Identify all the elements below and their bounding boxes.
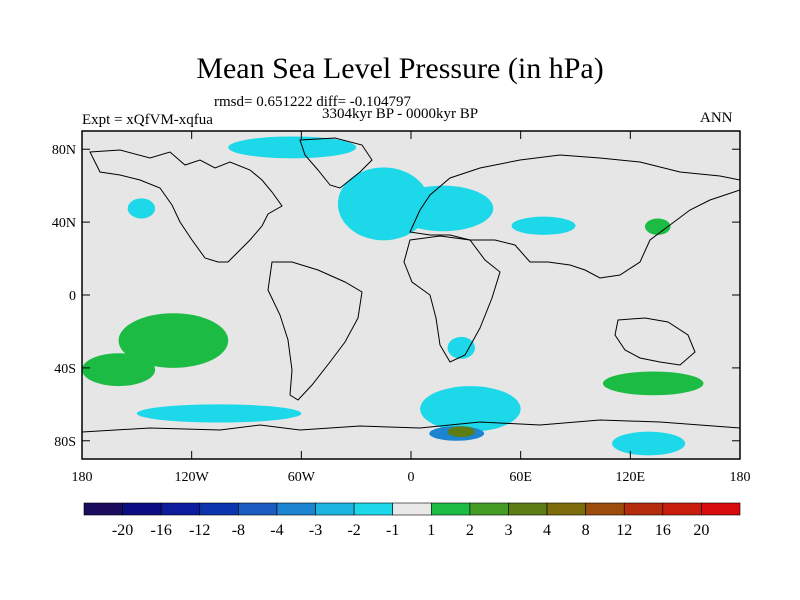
x-tick-label: 180 xyxy=(730,470,751,485)
colorbar-label: -2 xyxy=(347,522,360,539)
experiment-label: Expt = xQfVM-xqfua xyxy=(82,112,213,128)
x-axis-ticks: 180 120W 60W 0 60E 120E 180 xyxy=(72,131,751,485)
colorbar-label: 2 xyxy=(466,522,474,539)
region-east-antarctica-low xyxy=(612,431,686,456)
y-tick-label: 0 xyxy=(69,289,76,304)
colorbar-swatch xyxy=(83,502,123,516)
colorbar-swatch xyxy=(662,502,702,516)
colorbar-label: -1 xyxy=(386,522,399,539)
colorbar-label: 1 xyxy=(427,522,435,539)
season-label: ANN xyxy=(700,110,733,126)
coast-africa xyxy=(403,235,501,363)
anomaly-regions xyxy=(82,136,704,456)
region-japan-high xyxy=(644,218,671,235)
colorbar-swatch xyxy=(315,502,355,516)
coast-antarctica xyxy=(82,419,740,433)
colorbar-label: 20 xyxy=(693,522,709,539)
y-tick-label: 80N xyxy=(52,143,76,158)
colorbar-label: -16 xyxy=(151,522,172,539)
region-south-africa-low xyxy=(447,336,475,359)
colorbar-swatch xyxy=(122,502,162,516)
colorbar: -20 -16 -12 -8 -4 -3 -2 -1 1 2 3 4 8 12 16 20 xyxy=(83,502,741,539)
colorbar-label: -3 xyxy=(309,522,322,539)
colorbar-swatch xyxy=(353,502,394,516)
coast-australia xyxy=(614,317,696,366)
region-europe-low xyxy=(392,185,494,232)
coast-eurasia xyxy=(409,154,740,279)
y-tick-label: 80S xyxy=(54,435,76,450)
colorbar-swatch xyxy=(546,502,586,516)
x-tick-label: 60W xyxy=(288,470,316,485)
x-tick-label: 0 xyxy=(408,470,415,485)
colorbar-swatch xyxy=(623,502,664,516)
colorbar-label: 3 xyxy=(504,522,512,539)
region-southeast-pacific-high xyxy=(82,353,156,387)
x-tick-label: 180 xyxy=(72,470,93,485)
region-south-pacific-high xyxy=(118,313,229,368)
region-north-pacific-low xyxy=(127,198,156,219)
colorbar-swatch xyxy=(508,502,548,516)
colorbar-swatch xyxy=(469,502,509,516)
colorbar-label: 8 xyxy=(582,522,590,539)
region-australia-south-high xyxy=(602,371,704,396)
colorbar-swatch xyxy=(392,502,432,516)
colorbar-swatch xyxy=(276,502,316,516)
y-tick-label: 40N xyxy=(52,216,76,231)
colorbar-label: -20 xyxy=(112,522,133,539)
colorbar-label: 12 xyxy=(616,522,632,539)
colorbar-label: -12 xyxy=(189,522,210,539)
region-antarctic-coast-high xyxy=(447,426,475,438)
coast-greenland xyxy=(299,137,373,189)
region-southern-ocean-low-pacific xyxy=(136,404,302,423)
x-tick-label: 120E xyxy=(616,470,646,485)
y-tick-label: 40S xyxy=(54,362,76,377)
coast-north-america xyxy=(89,149,283,263)
y-axis-ticks: 80N 40N 0 40S 80S xyxy=(52,143,740,450)
region-central-asia-low xyxy=(511,216,576,235)
colorbar-swatch xyxy=(238,502,278,516)
region-southern-ocean-low-atlantic xyxy=(420,386,521,432)
coastlines xyxy=(82,137,740,433)
chart-subtitle: rmsd= 0.651222 diff= -0.104797 xyxy=(214,94,412,110)
colorbar-label: 16 xyxy=(655,522,671,539)
coast-south-america xyxy=(267,261,363,401)
chart-title: Mean Sea Level Pressure (in hPa) xyxy=(196,52,604,85)
x-tick-label: 60E xyxy=(509,470,532,485)
colorbar-label: 4 xyxy=(543,522,551,539)
colorbar-label: -8 xyxy=(232,522,245,539)
chart-period: 3304kyr BP - 0000kyr BP xyxy=(322,106,479,122)
colorbar-swatch xyxy=(701,502,741,516)
colorbar-swatch xyxy=(430,502,471,516)
colorbar-swatch xyxy=(160,502,201,516)
x-tick-label: 120W xyxy=(175,470,210,485)
colorbar-swatch xyxy=(199,502,239,516)
colorbar-label: -4 xyxy=(270,522,283,539)
colorbar-swatch xyxy=(585,502,625,516)
region-arctic-low xyxy=(228,136,357,159)
